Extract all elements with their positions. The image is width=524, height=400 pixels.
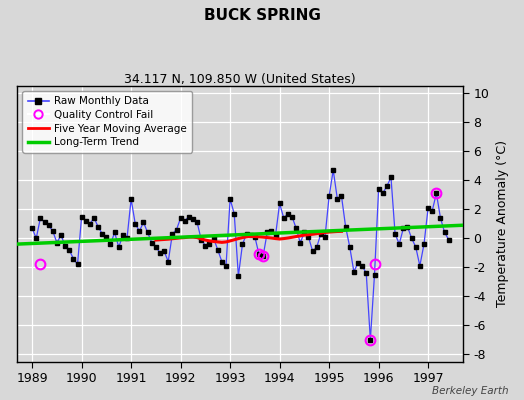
Text: Berkeley Earth: Berkeley Earth (432, 386, 508, 396)
Text: BUCK SPRING: BUCK SPRING (203, 8, 321, 23)
Legend: Raw Monthly Data, Quality Control Fail, Five Year Moving Average, Long-Term Tren: Raw Monthly Data, Quality Control Fail, … (23, 91, 192, 152)
Title: 34.117 N, 109.850 W (United States): 34.117 N, 109.850 W (United States) (124, 73, 356, 86)
Y-axis label: Temperature Anomaly (°C): Temperature Anomaly (°C) (496, 140, 509, 307)
